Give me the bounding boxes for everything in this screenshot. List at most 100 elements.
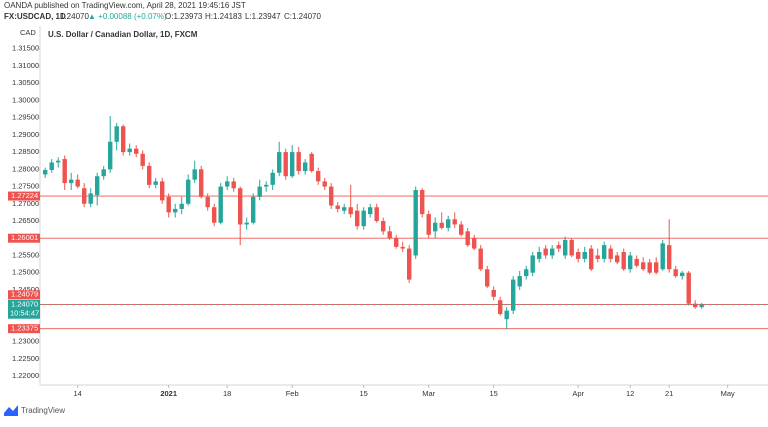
candles xyxy=(43,115,704,330)
candle-body xyxy=(49,162,54,171)
x-tick-label: Mar xyxy=(422,389,435,398)
level-label: 1.23375 xyxy=(11,324,38,333)
candle-body xyxy=(517,276,522,287)
y-tick-label: 1.22000 xyxy=(12,371,39,380)
candle-body xyxy=(368,207,373,215)
candle-body xyxy=(478,248,483,270)
candle-body xyxy=(296,152,301,172)
level-label: 1.27224 xyxy=(11,191,38,200)
currency: CAD xyxy=(20,28,36,37)
y-tick-label: 1.26500 xyxy=(12,216,39,225)
x-tick-label: 18 xyxy=(223,389,231,398)
candle-body xyxy=(673,269,678,277)
candle-body xyxy=(218,186,223,223)
x-tick-label: 14 xyxy=(74,389,82,398)
chart-title: U.S. Dollar / Canadian Dollar, 1D, FXCM xyxy=(48,30,198,39)
level-label-box xyxy=(8,290,40,300)
level-label-box xyxy=(8,324,40,334)
candle-body xyxy=(400,246,405,249)
candle-body xyxy=(140,153,145,166)
candle-body xyxy=(75,179,80,187)
candle-body xyxy=(166,196,171,213)
candle-body xyxy=(108,141,113,170)
candle-body xyxy=(530,255,535,273)
candle-body xyxy=(134,148,139,154)
candle-body xyxy=(569,239,574,256)
candle-body xyxy=(485,269,490,287)
level-labels: 1.27224 1.26001 1.24079 1.23375 1.2407010:54… xyxy=(8,191,768,334)
symbol: FX:USDCAD, 1D xyxy=(4,12,66,21)
candle-body xyxy=(465,231,470,246)
y-tick-label: 1.28000 xyxy=(12,164,39,173)
candle-body xyxy=(290,152,295,177)
publisher: OANDA published on TradingView.com, Apri… xyxy=(4,1,246,10)
candle-body xyxy=(231,181,236,189)
candle-body xyxy=(173,208,178,213)
y-tick-label: 1.25000 xyxy=(12,268,39,277)
y-tick-label: 1.22500 xyxy=(12,354,39,363)
candle-body xyxy=(88,193,93,204)
y-tick-label: 1.25500 xyxy=(12,250,39,259)
y-tick-label: 1.23000 xyxy=(12,337,39,346)
candle-body xyxy=(153,181,158,185)
candle-body xyxy=(647,262,652,273)
candle-body xyxy=(270,172,275,185)
candle-body xyxy=(238,188,243,225)
candle-body xyxy=(199,169,204,197)
y-tick-label: 1.29000 xyxy=(12,130,39,139)
candle-body xyxy=(537,252,542,259)
y-tick-label: 1.31000 xyxy=(12,61,39,70)
candle-body xyxy=(186,179,191,204)
candle-body xyxy=(394,238,399,247)
candle-body xyxy=(95,176,100,196)
candle-body xyxy=(634,258,639,266)
x-tick-label: 21 xyxy=(665,389,673,398)
y-tick-label: 1.28500 xyxy=(12,147,39,156)
candle-body xyxy=(504,310,509,320)
candle-body xyxy=(160,181,165,201)
candle-body xyxy=(524,269,529,277)
x-tick-label: 15 xyxy=(360,389,368,398)
y-tick-label: 1.29500 xyxy=(12,113,39,122)
candle-body xyxy=(667,245,672,270)
candle-body xyxy=(69,179,74,184)
candle-body xyxy=(686,272,691,304)
level-label-box xyxy=(8,233,40,243)
candle-body xyxy=(257,186,262,197)
candle-body xyxy=(348,207,353,215)
candle-body xyxy=(387,231,392,239)
candle-body xyxy=(316,171,321,182)
ohlc-high: H:1.24183 xyxy=(205,12,242,21)
ohlc-low: L:1.23947 xyxy=(245,12,281,21)
candle-body xyxy=(381,221,386,232)
candle-body xyxy=(576,252,581,259)
candle-body xyxy=(62,158,67,184)
candle-body xyxy=(699,304,704,308)
candle-body xyxy=(459,224,464,235)
candle-body xyxy=(179,203,184,209)
candle-body xyxy=(472,238,477,249)
y-tick-label: 1.27500 xyxy=(12,182,39,191)
candle-body xyxy=(82,188,87,204)
candle-body xyxy=(309,153,314,172)
candle-body xyxy=(452,219,457,225)
candle-body xyxy=(582,252,587,259)
candle-body xyxy=(322,181,327,187)
y-tick-label: 1.27000 xyxy=(12,199,39,208)
candle-body xyxy=(283,152,288,177)
level-label: 1.26001 xyxy=(11,233,38,242)
candle-body xyxy=(277,152,282,173)
candle-body xyxy=(335,205,340,209)
candle-body xyxy=(543,248,548,256)
candle-body xyxy=(608,248,613,259)
candle-body xyxy=(43,170,48,175)
candle-body xyxy=(595,255,600,259)
x-tick-label: Feb xyxy=(286,389,299,398)
candle-body xyxy=(121,126,126,153)
candle-body xyxy=(147,165,152,185)
x-tick-label: 2021 xyxy=(160,389,177,398)
candle-body xyxy=(205,196,210,208)
candle-body xyxy=(660,243,665,270)
